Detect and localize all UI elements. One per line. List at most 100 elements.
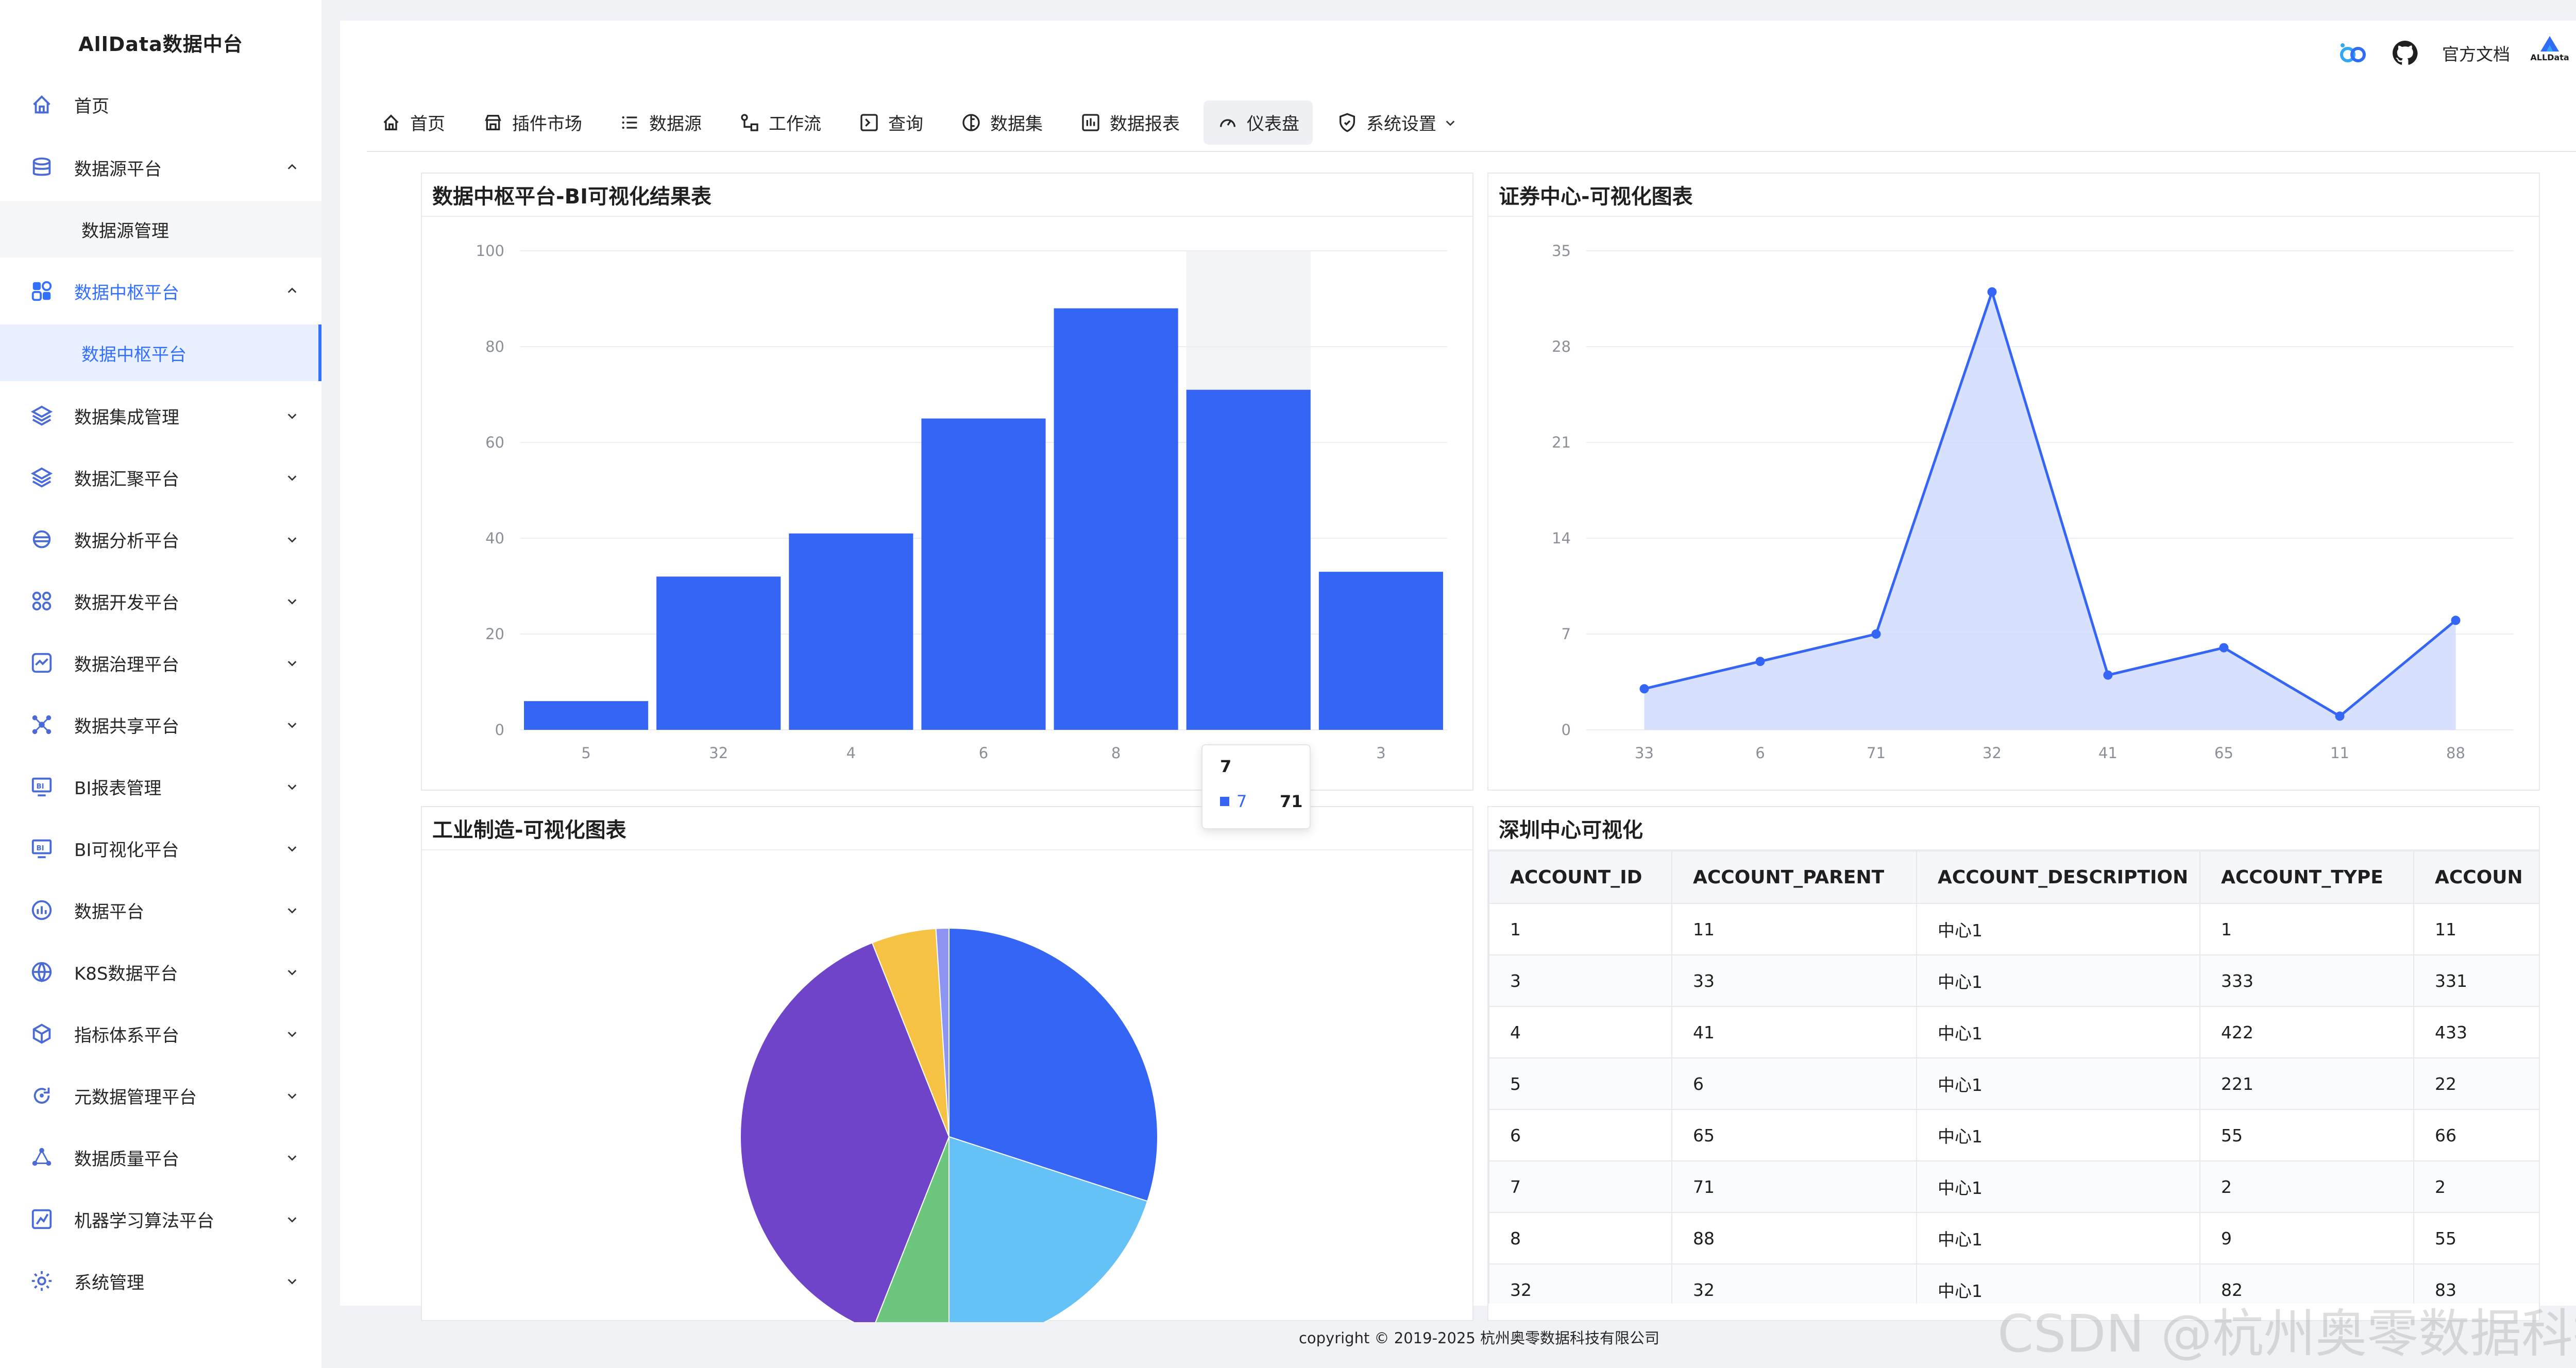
refresh-icon (29, 1083, 55, 1108)
nav-item-label: 首页 (410, 114, 445, 134)
chevron-down-icon[interactable] (284, 1273, 300, 1289)
sidebar-item-label: 数据开发平台 (74, 592, 179, 613)
nav-item[interactable]: 仪表盘 (1204, 100, 1313, 145)
sidebar-item[interactable]: 数据源管理 (0, 201, 321, 258)
avatar[interactable]: ALLData (2530, 35, 2569, 71)
nav-item[interactable]: 查询 (845, 100, 937, 145)
sidebar-item-label: BI可视化平台 (74, 840, 179, 861)
logo-link-icon[interactable] (2337, 38, 2368, 69)
table-row[interactable]: 6 65 中心1 55 66 (1488, 1109, 2539, 1161)
sidebar-item[interactable]: 元数据管理平台 (0, 1067, 321, 1124)
sidebar-item[interactable]: 指标体系平台 (0, 1005, 321, 1062)
sidebar-item[interactable]: 数据质量平台 (0, 1129, 321, 1186)
table-header-cell[interactable]: ACCOUNT_TYPE (2199, 850, 2414, 904)
data-point (1639, 684, 1649, 694)
chevron-up-icon[interactable] (284, 283, 300, 299)
nav-item[interactable]: 数据报表 (1066, 100, 1193, 145)
table-row[interactable]: 7 71 中心1 2 2 (1488, 1160, 2539, 1213)
sidebar-item[interactable]: K8S数据平台 (0, 944, 321, 1000)
sidebar-item[interactable]: 数据汇聚平台 (0, 449, 321, 506)
dataset-icon (960, 112, 982, 133)
sidebar: AllData数据中台 首页 数据源平台 数据源管理 数据中枢平台 数据中枢平台 数据集成… (0, 0, 321, 1368)
sidebar-item[interactable]: 系统管理 (0, 1253, 321, 1309)
chevron-down-icon[interactable] (284, 717, 300, 732)
chevron-down-icon[interactable] (284, 408, 300, 423)
sidebar-item[interactable]: BI BI可视化平台 (0, 820, 321, 877)
layers-icon (29, 403, 55, 429)
table-row[interactable]: 3 33 中心1 333 331 (1488, 954, 2539, 1007)
y-tick-label: 28 (1552, 338, 1571, 355)
nav-item[interactable]: 首页 (367, 100, 459, 145)
table-cell: 中心1 (1916, 954, 2200, 1007)
chevron-down-icon[interactable] (284, 1150, 300, 1165)
table-row[interactable]: 32 32 中心1 82 83 (1488, 1263, 2539, 1304)
nav-item[interactable]: 插件市场 (469, 100, 596, 145)
x-tick-label: 65 (2214, 744, 2233, 762)
nav-item[interactable]: 系统设置 (1323, 100, 1469, 145)
panel-divider (1488, 849, 2539, 850)
data-point (2103, 670, 2113, 680)
table-row[interactable]: 5 6 中心1 221 22 (1488, 1057, 2539, 1110)
nav-item[interactable]: 工作流 (725, 100, 835, 145)
nav-item[interactable]: 数据源 (606, 100, 715, 145)
bar (1318, 572, 1443, 730)
chevron-down-icon[interactable] (284, 779, 300, 794)
x-tick-label: 11 (2330, 744, 2349, 762)
sidebar-item[interactable]: 数据中枢平台 (0, 263, 321, 319)
chevron-down-icon[interactable] (284, 1088, 300, 1103)
chevron-down-icon[interactable] (284, 593, 300, 609)
sidebar-item[interactable]: 数据平台 (0, 882, 321, 938)
chevron-down-icon[interactable] (284, 1026, 300, 1041)
table-cell: 中心1 (1916, 1057, 2200, 1110)
sidebar-item[interactable]: 数据集成管理 (0, 387, 321, 444)
y-tick-label: 40 (485, 529, 504, 547)
sidebar-item[interactable]: 数据源平台 (0, 139, 321, 196)
sidebar-item[interactable]: 数据开发平台 (0, 573, 321, 629)
svg-text:BI: BI (36, 783, 44, 791)
user-menu[interactable]: ALLData (2530, 35, 2576, 71)
table-row[interactable]: 4 41 中心1 422 433 (1488, 1006, 2539, 1058)
bar (656, 576, 781, 730)
table-header-cell[interactable]: ACCOUNT_ID (1488, 850, 1672, 904)
table-row[interactable]: 1 11 中心1 1 11 (1488, 903, 2539, 955)
chevron-down-icon[interactable] (284, 532, 300, 547)
sidebar-item[interactable]: 数据治理平台 (0, 635, 321, 691)
sidebar-item[interactable]: 数据中枢平台 (0, 324, 321, 381)
table-header-cell[interactable]: ACCOUN (2413, 850, 2539, 904)
chevron-down-icon[interactable] (284, 964, 300, 980)
analysis-icon (29, 526, 55, 552)
chevron-down-icon[interactable] (284, 470, 300, 485)
chevron-down-icon[interactable] (284, 655, 300, 671)
x-tick-label: 4 (846, 744, 856, 762)
github-icon[interactable] (2389, 38, 2420, 69)
chevron-down-icon[interactable] (284, 841, 300, 856)
chevron-up-icon[interactable] (284, 160, 300, 175)
table-cell: 4 (1488, 1006, 1672, 1058)
x-tick-label: 41 (2098, 744, 2117, 762)
pie-chart (740, 927, 1158, 1322)
bi-icon: BI (29, 835, 55, 861)
sidebar-item[interactable]: 机器学习算法平台 (0, 1191, 321, 1247)
sidebar-item[interactable]: 数据共享平台 (0, 696, 321, 753)
x-tick-label: 32 (1982, 744, 2002, 762)
nav-item-label: 查询 (888, 114, 923, 134)
table-header-cell[interactable]: ACCOUNT_PARENT (1671, 850, 1917, 904)
sidebar-item[interactable]: BI BI报表管理 (0, 758, 321, 815)
table-cell: 66 (2413, 1109, 2539, 1161)
chevron-down-icon[interactable] (284, 1211, 300, 1227)
table-cell: 333 (2199, 954, 2414, 1007)
pie-slice (740, 942, 950, 1322)
data-point (2219, 643, 2229, 653)
table-cell: 71 (1671, 1160, 1917, 1213)
sidebar-item[interactable]: 首页 (0, 76, 321, 133)
table-row[interactable]: 8 88 中心1 9 55 (1488, 1212, 2539, 1264)
table-wrapper[interactable]: ACCOUNT_ID ACCOUNT_PARENT ACCOUNT_DESCRIPT… (1488, 850, 2539, 1304)
home-icon (380, 112, 402, 133)
table-header-cell[interactable]: ACCOUNT_DESCRIPTION (1916, 850, 2200, 904)
nav-item[interactable]: 数据集 (947, 100, 1056, 145)
sidebar-item-label: 数据中枢平台 (74, 282, 179, 303)
official-docs-link[interactable]: 官方文档 (2442, 44, 2510, 64)
chevron-down-icon[interactable] (284, 902, 300, 918)
sidebar-item[interactable]: 数据分析平台 (0, 511, 321, 568)
pie-slice (948, 927, 1158, 1202)
